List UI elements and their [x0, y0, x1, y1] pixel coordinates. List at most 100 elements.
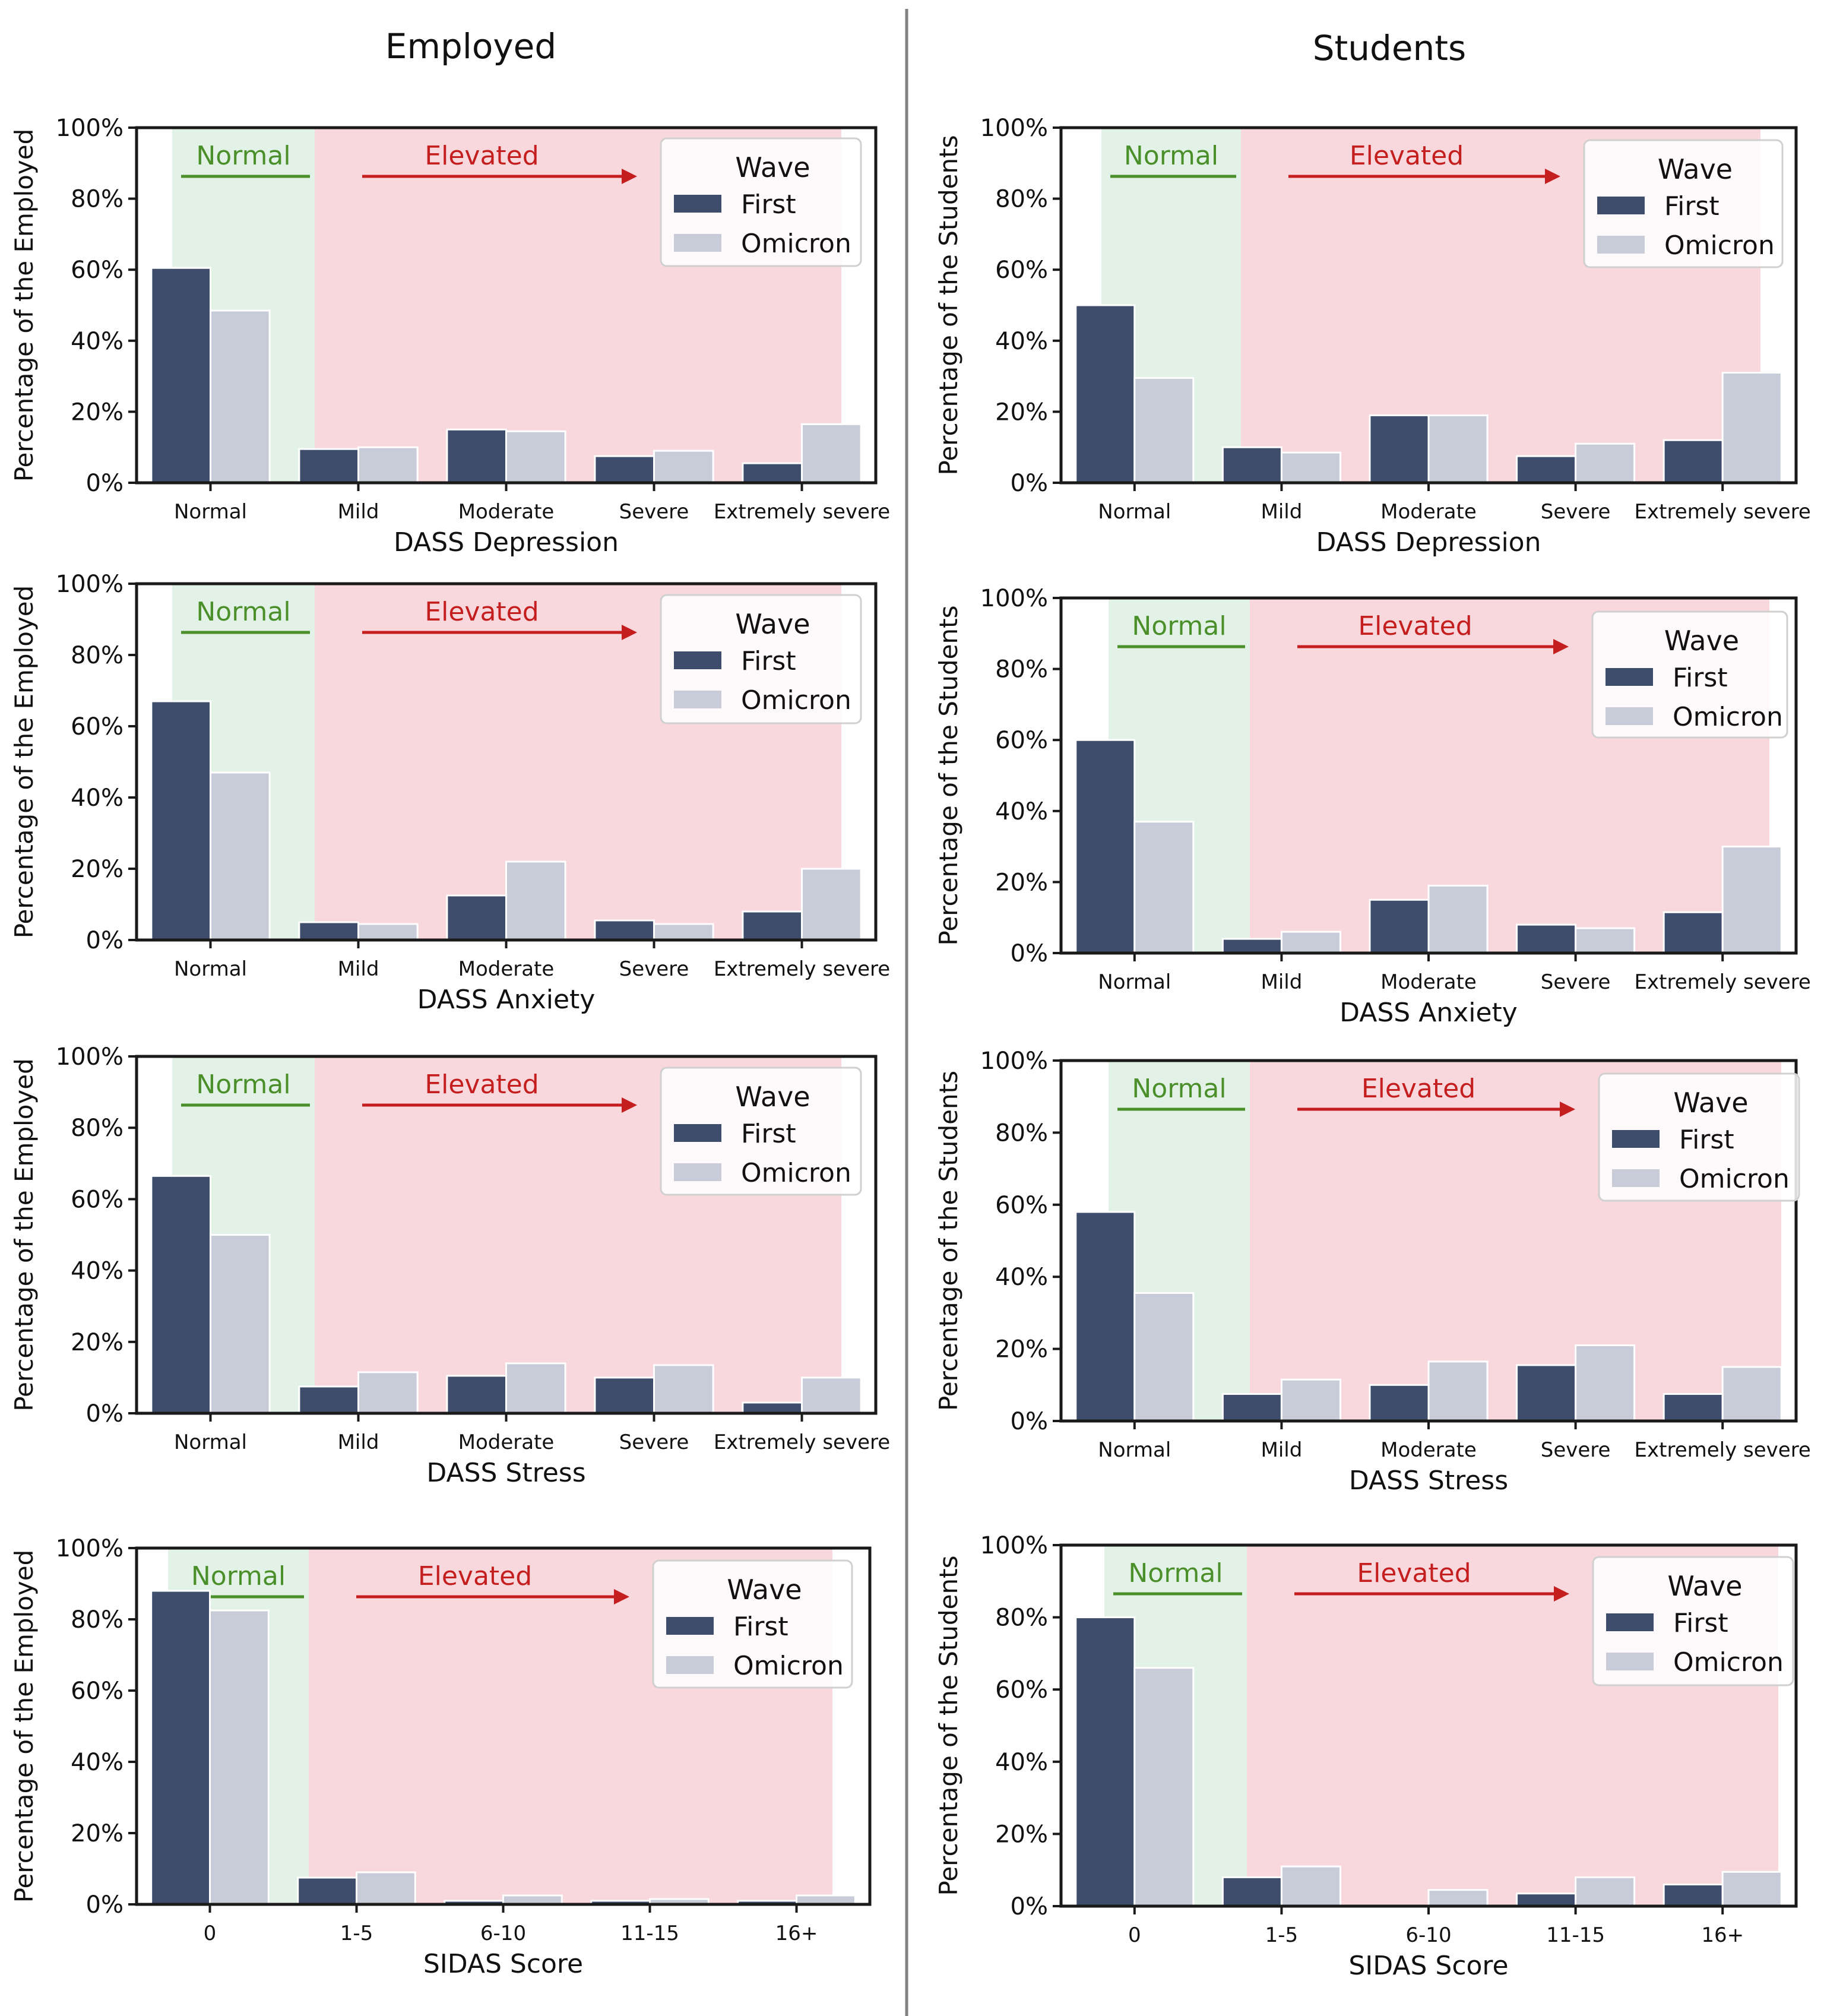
x-tick-label: 11-15 [1546, 1923, 1605, 1947]
x-tick-label: Moderate [458, 500, 555, 524]
y-tick-label: 20% [71, 856, 124, 883]
elevated-arrow-head [1545, 169, 1560, 184]
elevated-band-label: Elevated [1358, 611, 1472, 641]
y-tick-label: 0% [1011, 470, 1048, 497]
y-tick-label: 0% [1011, 940, 1048, 967]
normal-band-label: Normal [191, 1561, 286, 1591]
legend-title: Wave [1667, 1570, 1742, 1602]
y-tick-label: 60% [71, 1186, 124, 1213]
legend-swatch-omicron [674, 691, 721, 708]
x-tick-label: 6-10 [1405, 1923, 1451, 1947]
legend-swatch-first [1612, 1130, 1660, 1148]
legend-swatch-first [1597, 197, 1645, 214]
legend: Wave First Omicron [660, 137, 862, 267]
legend-title: Wave [1658, 153, 1733, 185]
bar-first-1 [1075, 1211, 1136, 1422]
legend-box [1583, 139, 1784, 268]
bar-omicron-4 [1575, 1344, 1636, 1422]
bar-omicron-5 [801, 423, 862, 484]
bar-omicron-2 [1280, 1865, 1341, 1907]
y-tick-label: 0% [86, 927, 124, 954]
x-axis-title: SIDAS Score [423, 1949, 583, 1979]
normal-band-label: Normal [196, 1069, 290, 1100]
y-tick-label: 80% [71, 642, 124, 669]
legend-label-first: First [1673, 663, 1728, 693]
x-tick-label: Normal [1098, 500, 1171, 524]
bar-omicron-4 [1575, 1876, 1636, 1907]
x-tick-label: Extremely severe [1635, 1438, 1811, 1462]
x-tick-label: Severe [1541, 500, 1611, 524]
bar-first-5 [1662, 439, 1724, 484]
normal-band-label: Normal [1132, 1074, 1226, 1104]
y-tick-label: 80% [71, 1115, 124, 1142]
x-tick-label: Moderate [1380, 1438, 1477, 1462]
legend-label-omicron: Omicron [1679, 1164, 1790, 1194]
legend-label-omicron: Omicron [1673, 702, 1783, 732]
elevated-band-label: Elevated [425, 141, 539, 171]
bar-omicron-2 [357, 1371, 419, 1414]
bar-omicron-3 [1427, 414, 1489, 484]
elevated-band-label: Elevated [1357, 1558, 1471, 1588]
x-axis-title: DASS Anxiety [417, 985, 596, 1015]
elevated-arrow-head [1554, 1586, 1569, 1602]
x-axis-title: DASS Stress [426, 1458, 585, 1488]
x-axis-title: DASS Anxiety [1340, 998, 1518, 1028]
legend-swatch-omicron [1597, 236, 1645, 254]
bar-first-4 [594, 1376, 656, 1414]
x-axis-title: DASS Stress [1349, 1466, 1508, 1496]
bar-first-5 [1662, 911, 1724, 954]
bar-first-5 [1662, 1392, 1724, 1422]
y-tick-label: 60% [995, 1192, 1048, 1219]
x-tick-label: Normal [1098, 1438, 1171, 1462]
bar-first-1 [1075, 739, 1136, 954]
bar-first-4 [1516, 923, 1577, 954]
elevated-band-label: Elevated [1361, 1074, 1475, 1104]
bar-first-2 [298, 448, 359, 484]
y-axis-title: Percentage of the Employed [10, 129, 39, 482]
legend-label-omicron: Omicron [1664, 230, 1775, 261]
x-tick-label: 0 [204, 1922, 217, 1945]
x-tick-label: Mild [1261, 500, 1302, 524]
chart-panel-4: Normal Elevated 0% 20% 40% 60% 80% 100% Normal Mi… [934, 585, 1811, 1028]
legend-swatch-first [1606, 668, 1653, 686]
bar-omicron-5 [1721, 846, 1782, 954]
bar-first-5 [742, 910, 803, 941]
legend-box [1598, 1072, 1800, 1202]
column-title-employed: Employed [385, 26, 556, 67]
elevated-band-label: Elevated [1350, 141, 1464, 171]
y-tick-label: 80% [71, 1606, 124, 1634]
chart-panel-3: Normal Elevated 0% 20% 40% 60% 80% 100% Normal Mi… [10, 571, 890, 1015]
bar-first-1 [150, 267, 211, 484]
y-axis-title: Percentage of the Students [934, 1071, 963, 1411]
y-axis-title: Percentage of the Students [934, 135, 963, 476]
x-tick-label: Moderate [458, 957, 555, 981]
bar-first-5 [1662, 1884, 1724, 1907]
bar-omicron-4 [653, 1364, 714, 1414]
x-tick-label: Extremely severe [714, 957, 890, 981]
bar-omicron-1 [1133, 1667, 1195, 1907]
y-tick-label: 20% [995, 869, 1048, 896]
x-tick-label: Mild [1261, 1438, 1302, 1462]
bar-omicron-1 [1133, 821, 1195, 954]
normal-band-label: Normal [196, 141, 290, 171]
y-tick-label: 60% [71, 1678, 124, 1705]
y-tick-label: 80% [995, 186, 1048, 213]
bar-first-2 [297, 1876, 358, 1906]
bar-omicron-2 [357, 446, 419, 484]
bar-first-2 [298, 921, 359, 941]
bar-omicron-3 [1427, 884, 1489, 954]
column-title-students: Students [1313, 28, 1467, 68]
y-tick-label: 0% [86, 1891, 124, 1919]
y-tick-label: 60% [995, 1676, 1048, 1704]
y-tick-label: 20% [995, 1821, 1048, 1848]
legend-label-first: First [1673, 1608, 1728, 1638]
legend: Wave First Omicron [660, 594, 862, 724]
x-tick-label: 0 [1128, 1923, 1141, 1947]
bar-omicron-2 [357, 923, 419, 941]
bar-omicron-3 [1427, 1889, 1489, 1907]
y-tick-label: 0% [86, 470, 124, 497]
legend-swatch-first [674, 1124, 721, 1142]
bar-omicron-3 [505, 430, 566, 484]
chart-panel-6: Normal Elevated 0% 20% 40% 60% 80% 100% Normal Mi… [934, 1047, 1811, 1496]
y-tick-label: 80% [995, 656, 1048, 683]
